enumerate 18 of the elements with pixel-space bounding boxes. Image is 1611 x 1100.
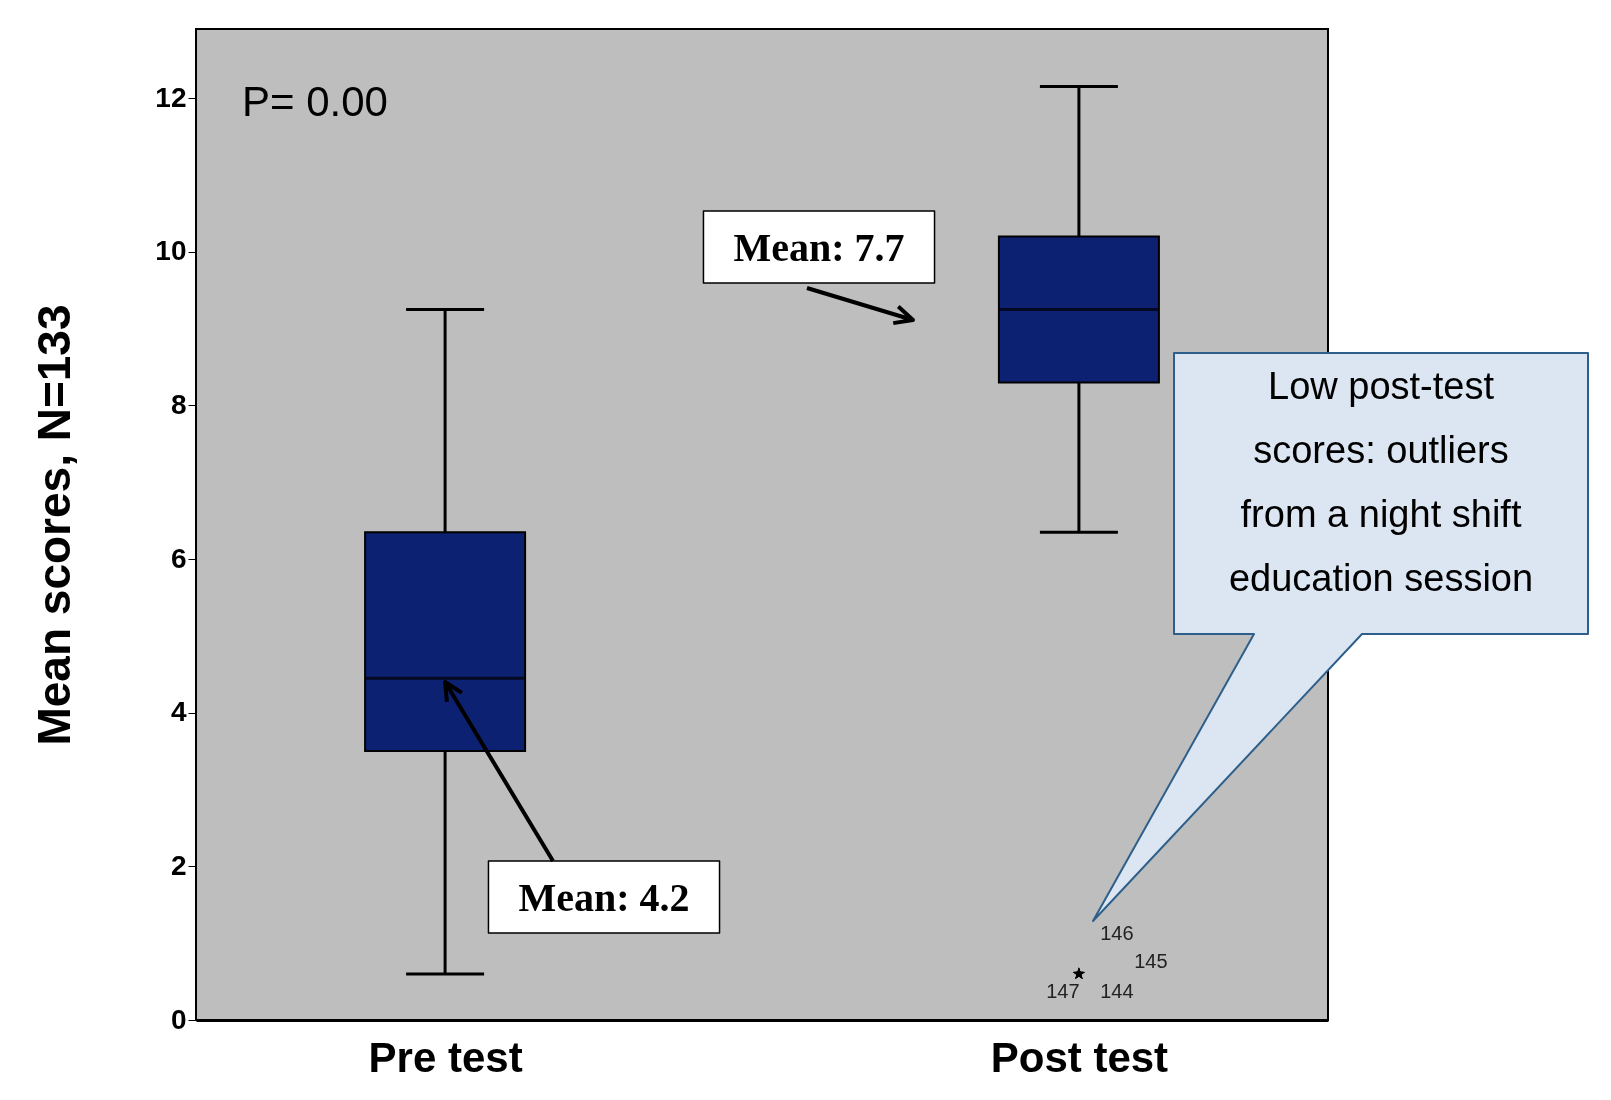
annotation: P= 0.00 <box>242 78 388 125</box>
x-tick-label: Pre test <box>368 1033 523 1081</box>
y-tick-label: 8 <box>170 388 187 420</box>
y-axis-title: Mean scores, N=133 <box>28 304 81 746</box>
annotation: 144 <box>1100 980 1134 1002</box>
annotation: 146 <box>1100 922 1134 944</box>
annotation: 145 <box>1134 950 1168 972</box>
y-tick-label: 4 <box>170 696 187 728</box>
annotation: 147 <box>1046 980 1080 1002</box>
y-tick-label: 6 <box>170 542 187 574</box>
y-tick-label: 10 <box>155 235 187 267</box>
annotation: Mean: 7.7 <box>733 225 905 270</box>
y-tick-label: 2 <box>170 849 187 881</box>
annotation: Mean: 4.2 <box>518 875 690 920</box>
y-tick-label: 12 <box>155 81 187 113</box>
x-tick-label: Post test <box>990 1033 1169 1081</box>
annotation: Low post-test scores: outliers from a night shift education session <box>1228 365 1534 599</box>
y-tick-label: 0 <box>170 1003 187 1035</box>
